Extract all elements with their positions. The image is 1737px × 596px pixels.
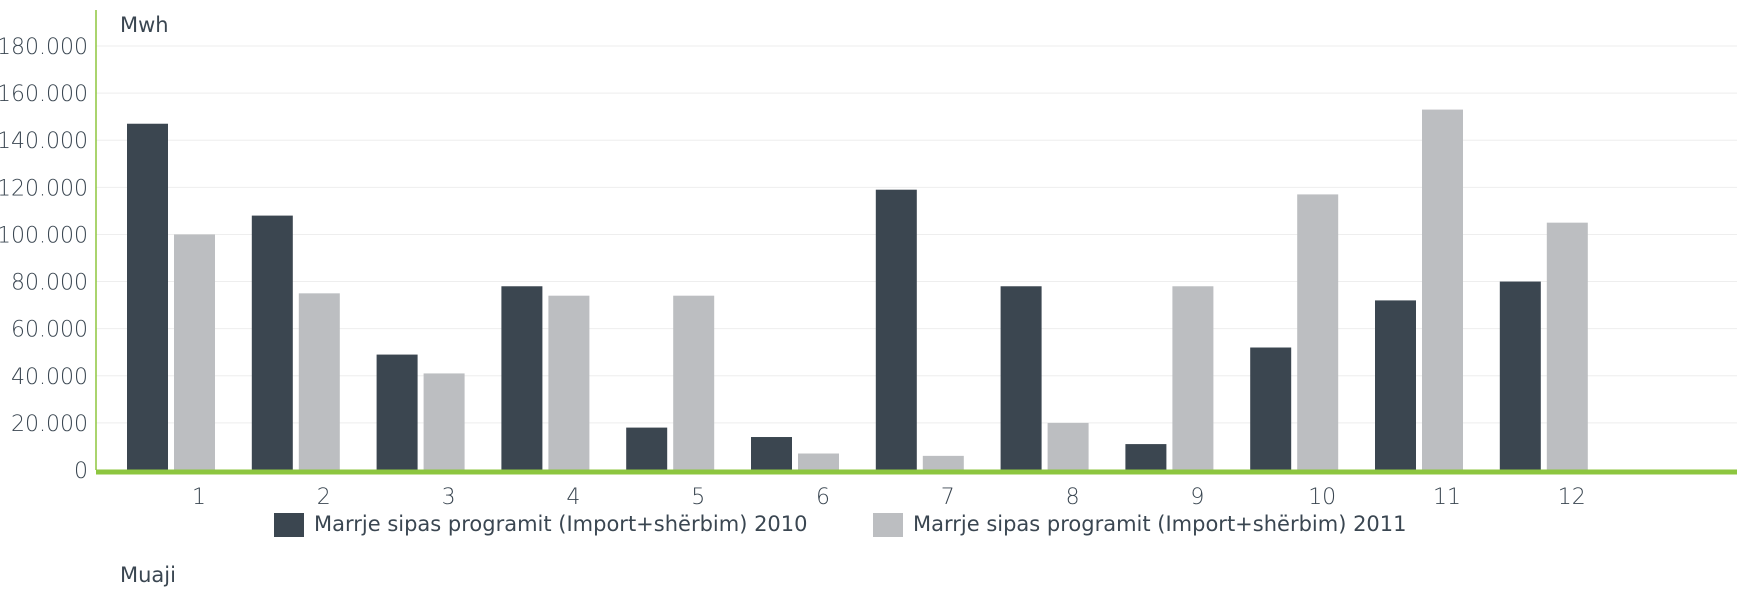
bar-2-5 <box>673 295 715 470</box>
legend-swatch-1 <box>274 513 304 537</box>
bar-1-9 <box>1125 444 1167 470</box>
y-tick-label: 80.000 <box>11 271 88 296</box>
x-tick-label: 2 <box>317 485 331 510</box>
y-tick-label: 0 <box>74 459 88 484</box>
bar-2-10 <box>1297 194 1339 470</box>
bar-1-4 <box>501 286 543 470</box>
bar-1-12 <box>1499 281 1541 470</box>
bar-2-6 <box>798 453 839 470</box>
bar-2-3 <box>423 373 465 470</box>
x-tick-label: 9 <box>1190 485 1204 510</box>
bar-2-9 <box>1172 286 1214 470</box>
y-tick-label: 20.000 <box>11 412 88 437</box>
bar-2-12 <box>1546 222 1588 470</box>
bar-1-10 <box>1250 347 1292 470</box>
x-tick-label: 5 <box>691 485 705 510</box>
bar-1-5 <box>626 427 668 470</box>
legend-swatch-2 <box>873 513 903 537</box>
x-tick-label: 6 <box>816 485 830 510</box>
bar-1-2 <box>251 215 293 470</box>
bar-2-1 <box>174 234 215 470</box>
bar-1-11 <box>1375 300 1416 470</box>
x-tick-label: 4 <box>566 485 580 510</box>
x-tick-label: 3 <box>442 485 456 510</box>
bar-1-6 <box>751 437 792 470</box>
x-tick-label: 10 <box>1308 485 1336 510</box>
bar-2-2 <box>298 293 340 470</box>
legend-label-2: Marrje sipas programit (Import+shërbim) … <box>913 512 1407 536</box>
x-tick-label: 1 <box>192 485 206 510</box>
x-axis-label: Muaji <box>120 563 176 587</box>
legend-label-1: Marrje sipas programit (Import+shërbim) … <box>314 512 808 536</box>
bar-1-7 <box>875 189 917 470</box>
legend: Marrje sipas programit (Import+shërbim) … <box>274 512 1407 537</box>
x-axis-ticks: 1 2 3 4 5 6 7 8 9 10 11 12 <box>192 485 1586 510</box>
y-tick-label: 120.000 <box>0 176 88 201</box>
y-tick-label: 40.000 <box>11 365 88 390</box>
y-tick-label: 180.000 <box>0 35 88 60</box>
bar-1-1 <box>127 123 168 470</box>
bar-2-8 <box>1047 422 1089 470</box>
y-tick-label: 60.000 <box>11 318 88 343</box>
x-tick-label: 7 <box>941 485 955 510</box>
bar-2-4 <box>548 295 590 470</box>
bar-2-11 <box>1422 109 1463 470</box>
y-axis-ticks: 0 20.000 40.000 60.000 80.000 100.000 120.000 1… <box>0 35 88 484</box>
x-tick-label: 8 <box>1066 485 1080 510</box>
bar-1-8 <box>1000 286 1042 470</box>
y-tick-label: 100.000 <box>0 223 88 248</box>
bars <box>127 109 1588 470</box>
y-tick-label: 140.000 <box>0 129 88 154</box>
bar-2-7 <box>922 455 964 470</box>
bar-1-3 <box>376 354 418 470</box>
y-tick-label: 160.000 <box>0 82 88 107</box>
x-tick-label: 11 <box>1433 485 1461 510</box>
x-tick-label: 12 <box>1558 485 1586 510</box>
y-axis-unit-label: Mwh <box>120 13 169 37</box>
